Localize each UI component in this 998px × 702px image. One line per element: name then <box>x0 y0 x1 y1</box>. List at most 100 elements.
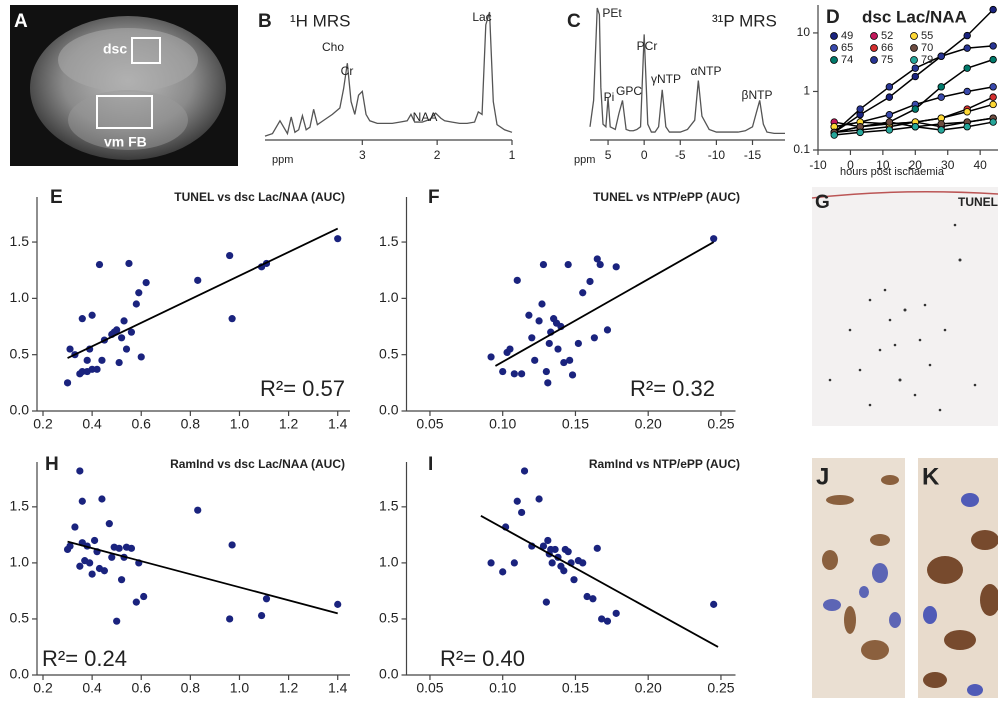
x-axis-label: ppm <box>574 154 595 166</box>
series-marker <box>885 126 894 134</box>
fit-line <box>480 515 719 648</box>
legend-marker <box>870 44 878 52</box>
point <box>570 576 578 584</box>
x-tick-label: 0.20 <box>635 416 662 432</box>
series-marker <box>937 120 945 128</box>
point <box>137 353 145 361</box>
spectrum <box>264 11 513 137</box>
y-tick-label: 1.5 <box>10 498 30 514</box>
histology-image: K <box>918 458 998 698</box>
point <box>612 263 620 271</box>
y-tick-label: 1.0 <box>379 554 399 570</box>
point <box>598 615 606 623</box>
series-marker <box>963 31 971 40</box>
series-marker <box>989 5 997 14</box>
point <box>115 358 123 367</box>
point <box>510 559 518 567</box>
point <box>88 570 96 578</box>
legend-label: 65 <box>841 42 853 54</box>
point <box>132 300 140 308</box>
x-tick-label: 0.20 <box>635 680 662 696</box>
peak-label: γNTP <box>651 72 681 86</box>
point <box>589 595 597 603</box>
point <box>583 592 591 601</box>
point <box>117 334 126 342</box>
chart-title: dsc Lac/NAA <box>862 7 967 26</box>
point <box>93 365 101 373</box>
y-tick-label: 0.0 <box>10 666 30 682</box>
peak-label: NAA <box>413 110 438 124</box>
point <box>499 367 507 376</box>
panel-label: H <box>45 454 59 475</box>
series-marker <box>963 108 971 116</box>
x-tick-label: 0.25 <box>707 416 734 432</box>
x-tick-label: -10 <box>708 148 726 162</box>
peak-label: PEt <box>602 6 622 20</box>
legend-label: 70 <box>921 42 933 54</box>
point <box>518 370 526 378</box>
point <box>83 356 91 364</box>
series-marker <box>963 87 971 96</box>
x-tick-label: 0.05 <box>416 680 443 696</box>
y-tick-label: 0.5 <box>379 610 399 626</box>
y-tick-label: 0.1 <box>793 142 810 156</box>
x-tick-label: 1.4 <box>328 680 348 696</box>
peak-label: Cr <box>341 64 354 78</box>
x-tick-label: 0.15 <box>562 416 589 432</box>
point <box>262 595 271 603</box>
point <box>593 544 601 552</box>
point <box>95 260 104 269</box>
point <box>127 544 136 552</box>
series-marker <box>937 126 945 134</box>
x-tick-label: 0.6 <box>132 416 152 432</box>
point <box>487 353 495 361</box>
y-tick-label: 1 <box>803 84 810 98</box>
x-tick-label: 0.2 <box>33 416 53 432</box>
legend-label: 49 <box>841 30 853 42</box>
series-marker <box>885 83 894 91</box>
point <box>108 553 116 561</box>
point <box>710 600 718 608</box>
series-marker <box>989 83 997 91</box>
x-tick-label: 2 <box>434 148 441 162</box>
point <box>105 520 113 528</box>
point <box>113 326 121 334</box>
legend-marker <box>830 56 838 64</box>
fit-line <box>67 540 338 615</box>
point <box>539 542 548 550</box>
x-tick-label: 0.8 <box>181 416 201 432</box>
peak-label: αNTP <box>691 64 722 78</box>
x-tick-label: 0.6 <box>132 680 152 696</box>
legend-marker <box>870 56 878 64</box>
peak-label: Cho <box>322 40 344 54</box>
point <box>98 495 106 503</box>
point <box>596 260 604 269</box>
point <box>531 356 539 364</box>
point <box>334 600 342 608</box>
point <box>544 379 552 387</box>
y-tick-label: 1.0 <box>10 554 30 570</box>
point <box>76 467 84 475</box>
point <box>226 615 234 623</box>
point <box>71 523 79 531</box>
point <box>66 542 74 550</box>
y-tick-label: 0.0 <box>379 402 399 418</box>
point <box>554 345 562 353</box>
x-tick-label: 1.0 <box>230 680 250 696</box>
point <box>560 567 568 575</box>
legend-marker <box>910 44 918 52</box>
x-tick-label: 1 <box>509 148 516 162</box>
legend-label: 52 <box>881 30 893 42</box>
y-tick-label: 0.5 <box>10 610 30 626</box>
point <box>520 467 529 475</box>
x-tick-label: 3 <box>359 148 366 162</box>
point <box>334 235 342 243</box>
legend-marker <box>870 32 878 40</box>
series-marker <box>911 64 919 72</box>
x-tick-label: -5 <box>675 148 686 162</box>
panel-label: D <box>826 7 840 28</box>
r-squared: R²= 0.40 <box>440 646 525 671</box>
point <box>548 559 556 567</box>
point <box>568 371 577 379</box>
